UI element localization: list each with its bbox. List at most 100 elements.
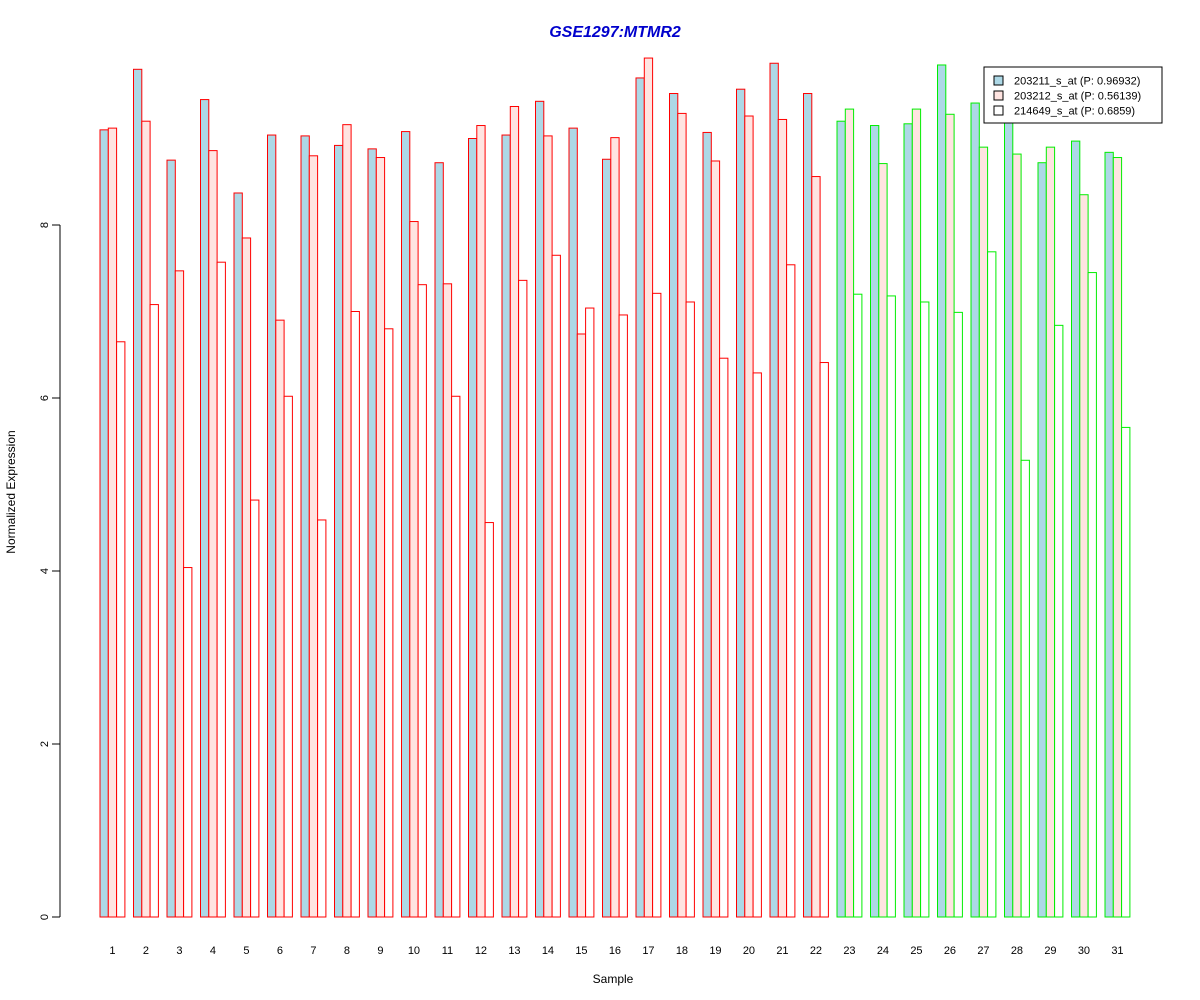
x-tick-label: 8 xyxy=(344,945,350,957)
bar-sample-11-series-2 xyxy=(442,283,453,918)
bar-sample-2-series-1 xyxy=(133,68,143,918)
bar-sample-26-series-1 xyxy=(937,64,947,918)
y-tick-label: 8 xyxy=(39,222,51,228)
bar-sample-28-series-3 xyxy=(1020,459,1030,918)
legend-swatch xyxy=(993,90,1004,101)
bar-sample-15-series-1 xyxy=(568,127,578,918)
y-tick-label: 2 xyxy=(39,741,51,747)
y-tick-label: 6 xyxy=(39,395,51,401)
x-tick-label: 7 xyxy=(310,945,316,957)
x-tick-label: 31 xyxy=(1111,945,1123,957)
x-tick-label: 17 xyxy=(642,945,654,957)
bar-sample-29-series-1 xyxy=(1037,162,1047,918)
bar-sample-3-series-2 xyxy=(174,270,185,918)
bar-sample-1-series-2 xyxy=(107,127,118,918)
bar-sample-30-series-1 xyxy=(1071,140,1081,918)
bar-sample-27-series-3 xyxy=(987,251,997,918)
y-tick-label: 4 xyxy=(39,568,51,574)
bar-sample-17-series-1 xyxy=(635,77,645,918)
bar-sample-22-series-1 xyxy=(803,93,813,918)
bar-sample-19-series-1 xyxy=(702,131,712,918)
bar-sample-5-series-1 xyxy=(233,192,243,918)
x-tick-label: 30 xyxy=(1078,945,1090,957)
bar-sample-7-series-1 xyxy=(300,135,310,918)
bar-sample-26-series-2 xyxy=(945,113,955,918)
bar-sample-17-series-3 xyxy=(652,292,662,918)
x-tick-label: 28 xyxy=(1011,945,1023,957)
x-tick-label: 10 xyxy=(408,945,420,957)
x-tick-label: 25 xyxy=(910,945,922,957)
bar-sample-27-series-1 xyxy=(970,102,980,918)
legend: 203211_s_at (P: 0.96932) 203212_s_at (P: … xyxy=(983,66,1163,124)
bar-sample-5-series-3 xyxy=(250,499,260,918)
bar-sample-7-series-3 xyxy=(317,519,327,918)
bar-sample-23-series-3 xyxy=(853,293,863,918)
bar-sample-13-series-2 xyxy=(509,105,520,918)
x-tick-label: 26 xyxy=(944,945,956,957)
bar-sample-9-series-2 xyxy=(375,157,386,918)
x-tick-label: 19 xyxy=(709,945,721,957)
legend-label: 203212_s_at (P: 0.56139) xyxy=(1014,91,1141,103)
legend-box xyxy=(983,66,1163,124)
bar-sample-7-series-2 xyxy=(308,155,319,918)
bar-sample-4-series-3 xyxy=(216,261,226,918)
x-tick-label: 21 xyxy=(776,945,788,957)
bar-sample-10-series-1 xyxy=(401,131,411,918)
bar-sample-20-series-1 xyxy=(736,88,746,918)
bar-sample-24-series-1 xyxy=(870,125,880,918)
x-tick-label: 2 xyxy=(143,945,149,957)
bar-sample-8-series-2 xyxy=(342,124,352,918)
bar-sample-2-series-2 xyxy=(141,120,151,918)
bar-sample-20-series-3 xyxy=(752,372,762,918)
bar-sample-25-series-1 xyxy=(903,123,913,918)
x-tick-label: 29 xyxy=(1044,945,1056,957)
bar-sample-21-series-1 xyxy=(769,62,779,918)
bar-sample-8-series-3 xyxy=(350,311,360,918)
bar-sample-1-series-1 xyxy=(99,129,109,918)
bar-sample-21-series-3 xyxy=(786,264,796,918)
bar-sample-18-series-2 xyxy=(677,112,687,918)
y-tick-label: 0 xyxy=(39,914,51,920)
bar-sample-30-series-2 xyxy=(1079,194,1089,918)
bar-sample-4-series-1 xyxy=(200,99,210,918)
bar-sample-23-series-1 xyxy=(836,120,846,918)
x-tick-label: 16 xyxy=(609,945,621,957)
bar-sample-8-series-1 xyxy=(334,144,344,918)
bar-sample-6-series-2 xyxy=(275,319,285,918)
bar-sample-5-series-2 xyxy=(241,237,252,918)
x-tick-label: 3 xyxy=(176,945,182,957)
bar-sample-15-series-3 xyxy=(585,307,595,918)
bar-sample-14-series-1 xyxy=(535,100,545,918)
x-tick-label: 6 xyxy=(277,945,283,957)
x-tick-label: 27 xyxy=(977,945,989,957)
bar-sample-19-series-2 xyxy=(710,160,721,918)
bar-sample-22-series-2 xyxy=(811,176,821,918)
x-tick-label: 18 xyxy=(676,945,688,957)
x-tick-labels: 1 2 3 4 5 6 7 8 9 10 11 12 13 14 15 16 17 18 19 20 21 22 23 24 2… xyxy=(109,945,1123,957)
bar-sample-27-series-2 xyxy=(978,146,989,918)
bar-sample-21-series-2 xyxy=(777,118,788,918)
x-tick-label: 5 xyxy=(243,945,249,957)
bar-sample-26-series-3 xyxy=(953,311,963,918)
x-tick-label: 11 xyxy=(442,945,453,957)
bar-sample-14-series-3 xyxy=(551,254,561,918)
bar-sample-16-series-1 xyxy=(602,158,612,918)
bar-sample-15-series-2 xyxy=(576,333,587,918)
x-tick-label: 22 xyxy=(810,945,822,957)
bar-sample-23-series-2 xyxy=(844,108,855,918)
bar-sample-1-series-3 xyxy=(116,341,126,918)
x-tick-label: 14 xyxy=(542,945,554,957)
bar-sample-12-series-3 xyxy=(484,522,494,918)
bar-sample-4-series-2 xyxy=(208,150,218,918)
bar-sample-6-series-1 xyxy=(267,134,277,918)
bar-sample-24-series-3 xyxy=(886,295,896,918)
bar-sample-16-series-3 xyxy=(618,314,628,918)
bar-sample-30-series-3 xyxy=(1087,272,1097,918)
bars xyxy=(99,57,1131,918)
bar-sample-10-series-2 xyxy=(409,221,419,918)
bar-sample-14-series-2 xyxy=(543,135,553,918)
bar-sample-2-series-3 xyxy=(149,304,159,918)
bar-sample-25-series-2 xyxy=(911,108,922,918)
bar-sample-20-series-2 xyxy=(744,115,754,918)
